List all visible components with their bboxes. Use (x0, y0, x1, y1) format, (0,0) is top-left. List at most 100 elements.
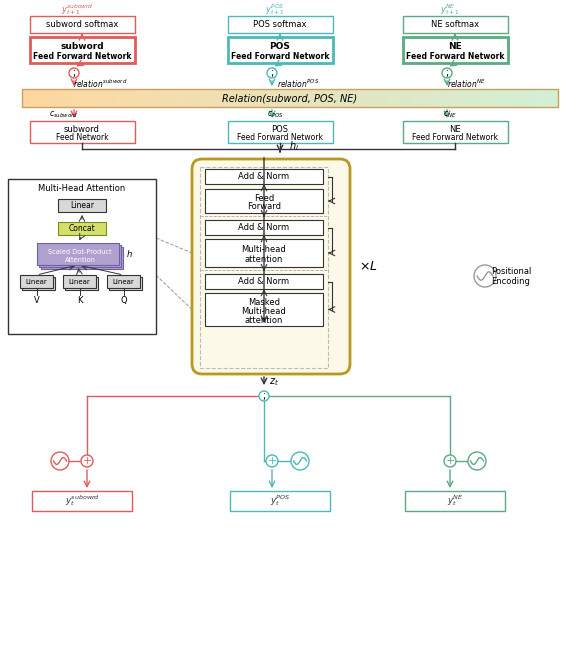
Bar (513, 89, 519, 107)
Bar (402, 89, 407, 107)
Circle shape (51, 452, 69, 470)
Bar (209, 89, 215, 107)
Bar (527, 89, 532, 107)
Text: Multi-head: Multi-head (242, 245, 287, 253)
Bar (254, 89, 259, 107)
Bar (469, 89, 474, 107)
Text: Multi-Head Attention: Multi-Head Attention (38, 184, 126, 192)
Bar (27, 89, 31, 107)
Text: NE: NE (448, 42, 462, 50)
Bar (353, 89, 357, 107)
Text: $y_t^{subowrd}$: $y_t^{subowrd}$ (64, 493, 99, 509)
Text: Masked: Masked (248, 298, 280, 306)
Bar (375, 89, 380, 107)
Bar (156, 89, 161, 107)
Bar (405, 491, 505, 511)
Text: $y_t^{POS}$: $y_t^{POS}$ (270, 493, 290, 509)
Bar (500, 89, 505, 107)
Bar (22, 89, 558, 107)
Bar (357, 89, 362, 107)
Text: POS: POS (271, 125, 288, 133)
Bar (103, 89, 107, 107)
Bar (205, 220, 323, 235)
Text: +: + (82, 456, 92, 466)
Bar (437, 89, 443, 107)
Text: Linear: Linear (26, 278, 48, 284)
Circle shape (266, 455, 278, 467)
Bar (93, 89, 99, 107)
Bar (205, 293, 323, 326)
Bar (40, 89, 45, 107)
Text: subword: subword (60, 42, 104, 50)
Bar (250, 89, 255, 107)
Bar (403, 37, 508, 63)
Text: subword: subword (64, 125, 100, 133)
Text: V: V (34, 296, 39, 304)
Bar (129, 89, 134, 107)
Bar (281, 89, 286, 107)
Bar (473, 89, 478, 107)
Text: Feed Forward Network: Feed Forward Network (237, 133, 323, 141)
Text: Add & Norm: Add & Norm (238, 172, 289, 181)
Bar (259, 89, 264, 107)
Bar (41, 247, 123, 269)
Bar (335, 89, 340, 107)
Bar (509, 89, 514, 107)
Bar (442, 89, 447, 107)
Text: subword softmax: subword softmax (46, 20, 118, 29)
Text: attention: attention (245, 316, 283, 324)
Text: $c_{subword}$: $c_{subword}$ (49, 110, 78, 120)
Bar (107, 89, 112, 107)
Bar (49, 89, 54, 107)
Bar (536, 89, 541, 107)
Bar (245, 89, 251, 107)
Text: Forward: Forward (247, 202, 281, 210)
Bar (403, 121, 508, 143)
Bar (308, 89, 313, 107)
Bar (361, 89, 367, 107)
Bar (22, 277, 55, 290)
Bar (553, 89, 559, 107)
Bar (161, 89, 165, 107)
Bar (263, 89, 268, 107)
Bar (98, 89, 103, 107)
Bar (58, 222, 106, 235)
Bar (455, 89, 461, 107)
Bar (388, 89, 393, 107)
Bar (415, 89, 420, 107)
Bar (37, 243, 119, 265)
Bar (192, 89, 197, 107)
Text: ;: ; (262, 391, 266, 401)
Text: Attention: Attention (64, 257, 96, 263)
Bar (531, 89, 536, 107)
Bar (75, 89, 81, 107)
Bar (429, 89, 433, 107)
Bar (230, 491, 330, 511)
Circle shape (259, 391, 269, 401)
Bar (109, 277, 142, 290)
Bar (433, 89, 438, 107)
Bar (290, 89, 295, 107)
Text: Feed Forward Network: Feed Forward Network (231, 52, 329, 60)
Bar (505, 89, 509, 107)
Bar (205, 189, 323, 213)
Text: Scaled Dot-Product: Scaled Dot-Product (48, 249, 112, 255)
Bar (339, 89, 344, 107)
Bar (169, 89, 175, 107)
Bar (406, 89, 411, 107)
Bar (138, 89, 143, 107)
Bar (540, 89, 545, 107)
Text: Positional: Positional (491, 267, 531, 276)
Bar (107, 275, 140, 288)
Text: Add & Norm: Add & Norm (238, 277, 289, 286)
Text: Feed: Feed (254, 194, 274, 202)
Bar (71, 89, 76, 107)
Bar (143, 89, 147, 107)
Bar (125, 89, 130, 107)
Bar (384, 89, 389, 107)
Bar (174, 89, 179, 107)
Bar (219, 89, 223, 107)
Bar (313, 89, 317, 107)
Bar (518, 89, 523, 107)
Text: $relation^{NE}$: $relation^{NE}$ (448, 78, 487, 90)
